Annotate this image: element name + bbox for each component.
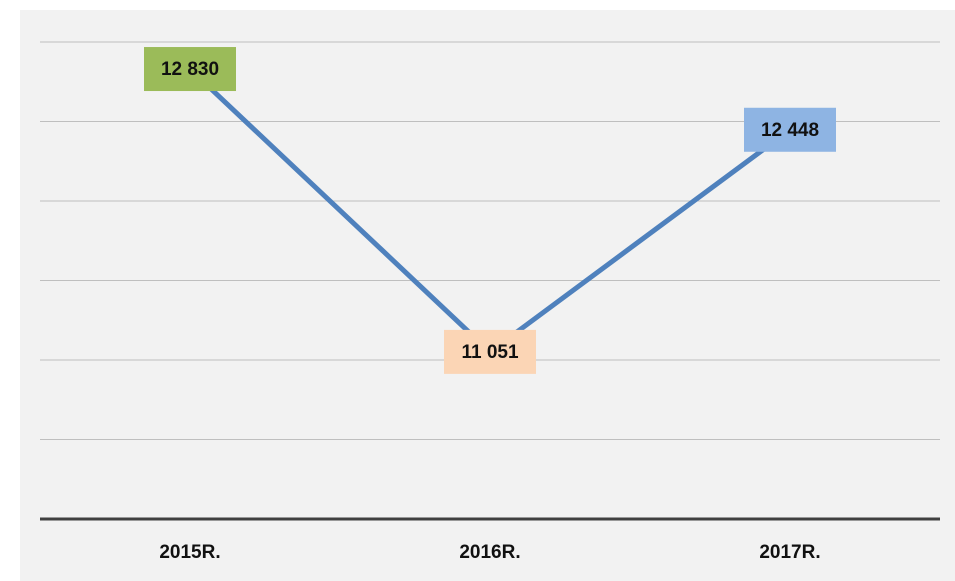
data-label-box [144,47,236,92]
data-label: 12 448 [761,120,819,141]
data-label-box [744,107,836,152]
x-tick-label: 2016R. [459,542,520,563]
data-label: 12 830 [161,59,219,80]
data-label: 11 051 [461,342,518,363]
data-label-box [444,329,536,374]
plot-background [20,10,955,581]
x-tick-label: 2015R. [159,542,220,563]
x-tick-label: 2017R. [759,542,820,563]
